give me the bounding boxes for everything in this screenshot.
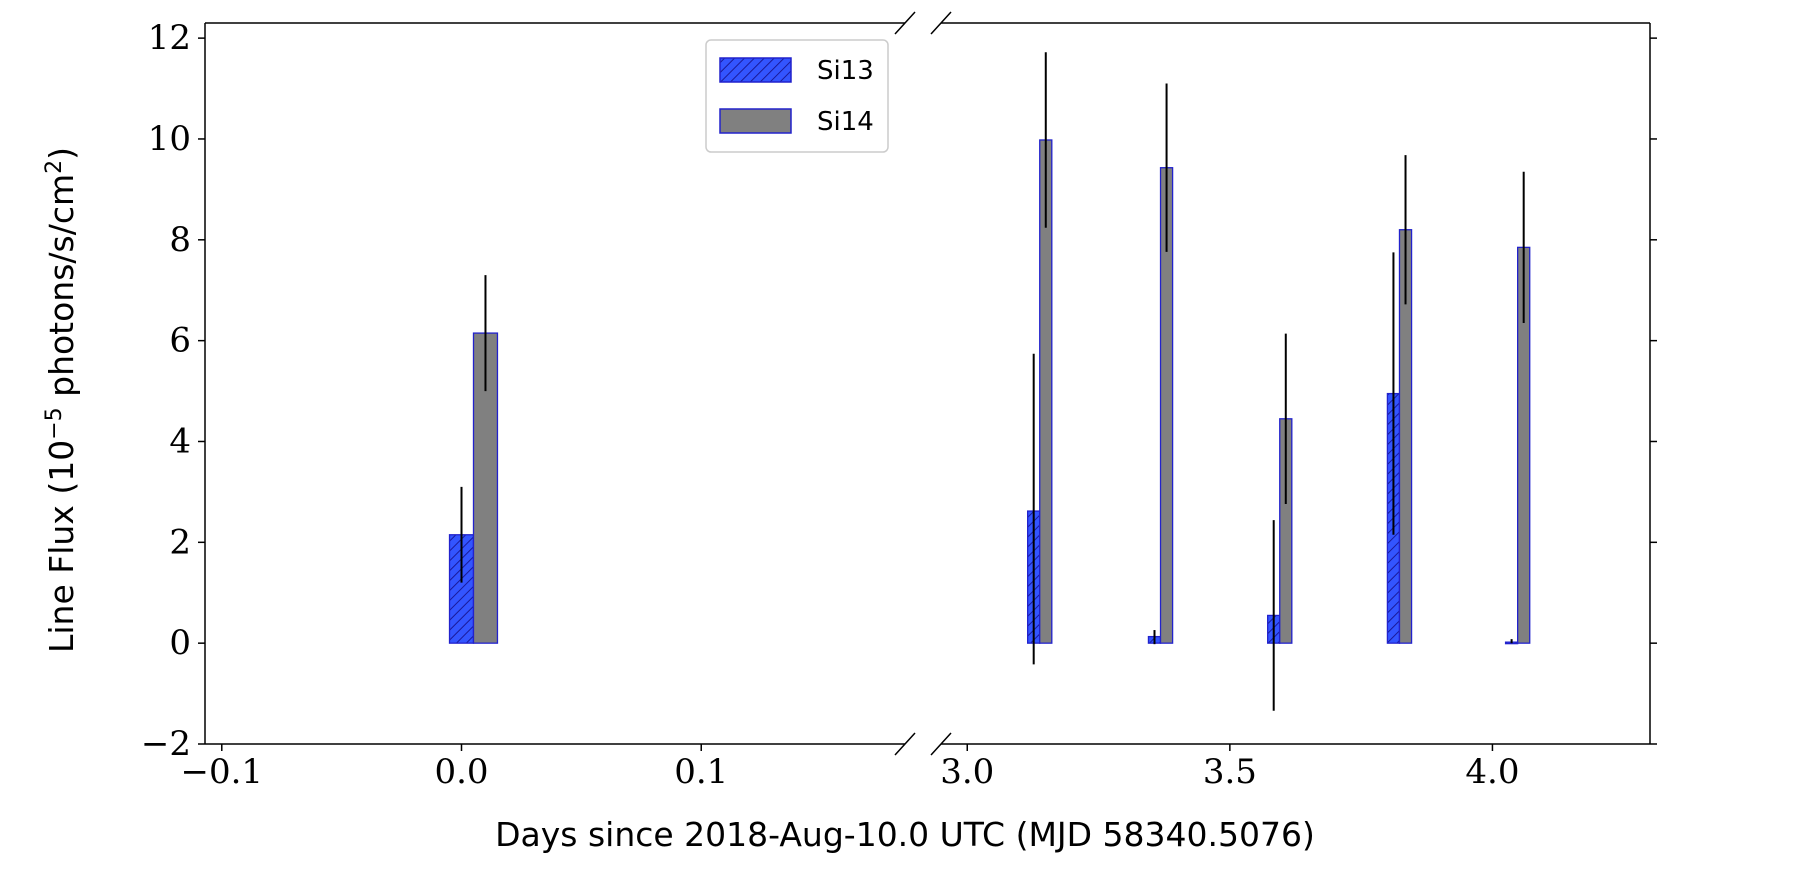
axis-break-mark-3 bbox=[930, 732, 952, 756]
legend-label-si14: Si14 bbox=[817, 107, 874, 137]
axis-break-mark-2 bbox=[894, 732, 916, 756]
axes-frame bbox=[204, 11, 1651, 756]
legend-swatch-si14 bbox=[719, 108, 792, 134]
y-tick-label: 4 bbox=[169, 421, 191, 461]
y-axis-label-close: ) bbox=[42, 147, 81, 160]
y-tick-label: 0 bbox=[169, 623, 191, 663]
y-tick-label: −2 bbox=[141, 724, 191, 764]
x-tick-label: 3.5 bbox=[1203, 752, 1257, 792]
y-tick-label: 6 bbox=[169, 321, 191, 361]
y-tick-label: 2 bbox=[169, 522, 191, 562]
y-axis-label-exponent: −5 bbox=[42, 407, 67, 439]
legend: Si13 Si14 bbox=[705, 39, 889, 153]
legend-swatch-si13 bbox=[719, 57, 792, 83]
ticks-layer: −2 0 2 4 6 8 10 12 −0.1 0.0 0.1 3.0 3.5 4.0 bbox=[141, 18, 1657, 792]
y-axis-label: Line Flux (10−5 photons/s/cm2) bbox=[42, 147, 82, 653]
bars-layer bbox=[448, 139, 1531, 645]
y-axis-label-main: Line Flux (10 bbox=[42, 440, 81, 653]
x-tick-label: 4.0 bbox=[1465, 752, 1519, 792]
error-bars-layer bbox=[460, 52, 1525, 711]
x-tick-label: 3.0 bbox=[940, 752, 994, 792]
y-tick-label: 10 bbox=[148, 119, 191, 159]
x-axis-label: Days since 2018-Aug-10.0 UTC (MJD 58340.… bbox=[495, 815, 1315, 854]
x-tick-label: 0.1 bbox=[674, 752, 728, 792]
legend-label-si13: Si13 bbox=[817, 56, 874, 86]
y-axis-label-units: photons/s/cm bbox=[42, 174, 81, 408]
x-tick-label: −0.1 bbox=[180, 752, 263, 792]
y-axis-label-units-power: 2 bbox=[42, 160, 67, 174]
y-tick-label: 8 bbox=[169, 220, 191, 260]
x-tick-label: 0.0 bbox=[434, 752, 488, 792]
axis-break-mark-0 bbox=[894, 11, 916, 35]
axis-break-mark-1 bbox=[930, 11, 952, 35]
y-tick-label: 12 bbox=[148, 18, 191, 58]
